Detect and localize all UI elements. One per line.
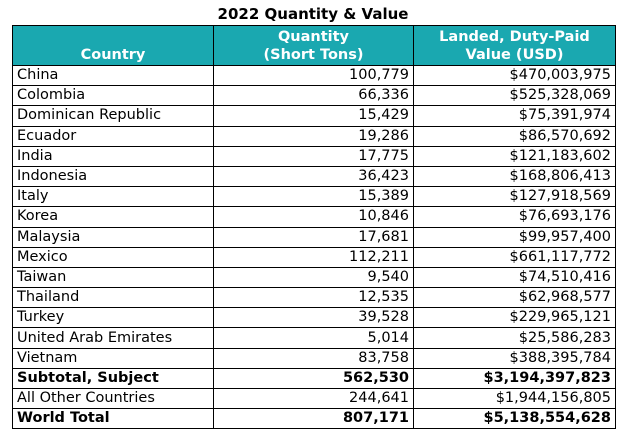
value-cell: $62,968,577 xyxy=(413,287,616,309)
quantity-cell: 9,540 xyxy=(213,266,414,289)
table-row: Colombia 66,336 $525,328,069 xyxy=(12,85,616,107)
other-countries-row: All Other Countries 244,641 $1,944,156,8… xyxy=(12,387,616,410)
column-header-country-label: Country xyxy=(80,47,146,63)
table-row: Thailand 12,535 $62,968,577 xyxy=(12,287,616,309)
table-row: India 17,775 $121,183,602 xyxy=(12,145,616,167)
value-cell: $661,117,772 xyxy=(413,246,616,268)
table-title: 2022 Quantity & Value xyxy=(217,5,409,23)
table-row: Malaysia 17,681 $99,957,400 xyxy=(12,226,616,248)
country-cell: United Arab Emirates xyxy=(12,327,214,349)
country-cell: Korea xyxy=(12,206,214,228)
world-total-value: $5,138,554,628 xyxy=(413,408,616,430)
quantity-value-table: Country Quantity (Short Tons) Landed, Du… xyxy=(12,25,616,430)
subtotal-quantity: 562,530 xyxy=(213,367,414,390)
table-row: China 100,779 $470,003,975 xyxy=(12,64,616,87)
quantity-cell: 15,389 xyxy=(213,186,414,208)
value-cell: $76,693,176 xyxy=(413,206,616,228)
column-header-quantity-line2: (Short Tons) xyxy=(263,46,364,63)
quantity-cell: 17,681 xyxy=(213,226,414,248)
column-header-quantity: Quantity (Short Tons) xyxy=(213,25,414,66)
header-row: Country Quantity (Short Tons) Landed, Du… xyxy=(12,25,616,66)
table-row: Vietnam 83,758 $388,395,784 xyxy=(12,347,616,369)
column-header-value-line2: Value (USD) xyxy=(465,46,564,63)
world-total-row: World Total 807,171 $5,138,554,628 xyxy=(12,408,616,430)
country-cell: China xyxy=(12,64,214,87)
table-row: Indonesia 36,423 $168,806,413 xyxy=(12,165,616,188)
quantity-cell: 112,211 xyxy=(213,246,414,268)
other-countries-label: All Other Countries xyxy=(12,387,214,410)
table-row: United Arab Emirates 5,014 $25,586,283 xyxy=(12,327,616,349)
table-row: Mexico 112,211 $661,117,772 xyxy=(12,246,616,268)
country-cell: Malaysia xyxy=(12,226,214,248)
quantity-cell: 15,429 xyxy=(213,105,414,127)
table-row: Turkey 39,528 $229,965,121 xyxy=(12,307,616,329)
value-cell: $168,806,413 xyxy=(413,165,616,188)
value-cell: $388,395,784 xyxy=(413,347,616,369)
world-total-label: World Total xyxy=(12,408,214,430)
table-row: Ecuador 19,286 $86,570,692 xyxy=(12,125,616,147)
quantity-cell: 17,775 xyxy=(213,145,414,167)
world-total-quantity: 807,171 xyxy=(213,408,414,430)
value-cell: $25,586,283 xyxy=(413,327,616,349)
country-cell: Thailand xyxy=(12,287,214,309)
other-countries-value: $1,944,156,805 xyxy=(413,387,616,410)
value-cell: $74,510,416 xyxy=(413,266,616,289)
country-cell: Dominican Republic xyxy=(12,105,214,127)
country-cell: Vietnam xyxy=(12,347,214,369)
table-row: Korea 10,846 $76,693,176 xyxy=(12,206,616,228)
table-row: Italy 15,389 $127,918,569 xyxy=(12,186,616,208)
quantity-cell: 83,758 xyxy=(213,347,414,369)
value-cell: $86,570,692 xyxy=(413,125,616,147)
quantity-cell: 66,336 xyxy=(213,85,414,107)
quantity-cell: 12,535 xyxy=(213,287,414,309)
value-cell: $525,328,069 xyxy=(413,85,616,107)
subtotal-label: Subtotal, Subject xyxy=(12,367,214,390)
table-row: Taiwan 9,540 $74,510,416 xyxy=(12,266,616,289)
quantity-cell: 19,286 xyxy=(213,125,414,147)
country-cell: India xyxy=(12,145,214,167)
column-header-country: Country xyxy=(12,25,214,66)
country-cell: Taiwan xyxy=(12,266,214,289)
country-cell: Ecuador xyxy=(12,125,214,147)
quantity-cell: 39,528 xyxy=(213,307,414,329)
column-header-value: Landed, Duty-Paid Value (USD) xyxy=(413,25,616,66)
subtotal-value: $3,194,397,823 xyxy=(413,367,616,390)
subtotal-row: Subtotal, Subject 562,530 $3,194,397,823 xyxy=(12,367,616,390)
value-cell: $121,183,602 xyxy=(413,145,616,167)
country-cell: Italy xyxy=(12,186,214,208)
country-cell: Indonesia xyxy=(12,165,214,188)
country-cell: Mexico xyxy=(12,246,214,268)
table-row: Dominican Republic 15,429 $75,391,974 xyxy=(12,105,616,127)
quantity-cell: 5,014 xyxy=(213,327,414,349)
quantity-cell: 36,423 xyxy=(213,165,414,188)
other-countries-quantity: 244,641 xyxy=(213,387,414,410)
country-cell: Turkey xyxy=(12,307,214,329)
country-cell: Colombia xyxy=(12,85,214,107)
value-cell: $99,957,400 xyxy=(413,226,616,248)
table-body: China 100,779 $470,003,975 Colombia 66,3… xyxy=(12,64,616,430)
column-header-quantity-line1: Quantity xyxy=(277,28,350,45)
quantity-cell: 100,779 xyxy=(213,64,414,87)
value-cell: $229,965,121 xyxy=(413,307,616,329)
quantity-cell: 10,846 xyxy=(213,206,414,228)
value-cell: $470,003,975 xyxy=(413,64,616,87)
value-cell: $127,918,569 xyxy=(413,186,616,208)
column-header-value-line1: Landed, Duty-Paid xyxy=(439,28,590,45)
value-cell: $75,391,974 xyxy=(413,105,616,127)
